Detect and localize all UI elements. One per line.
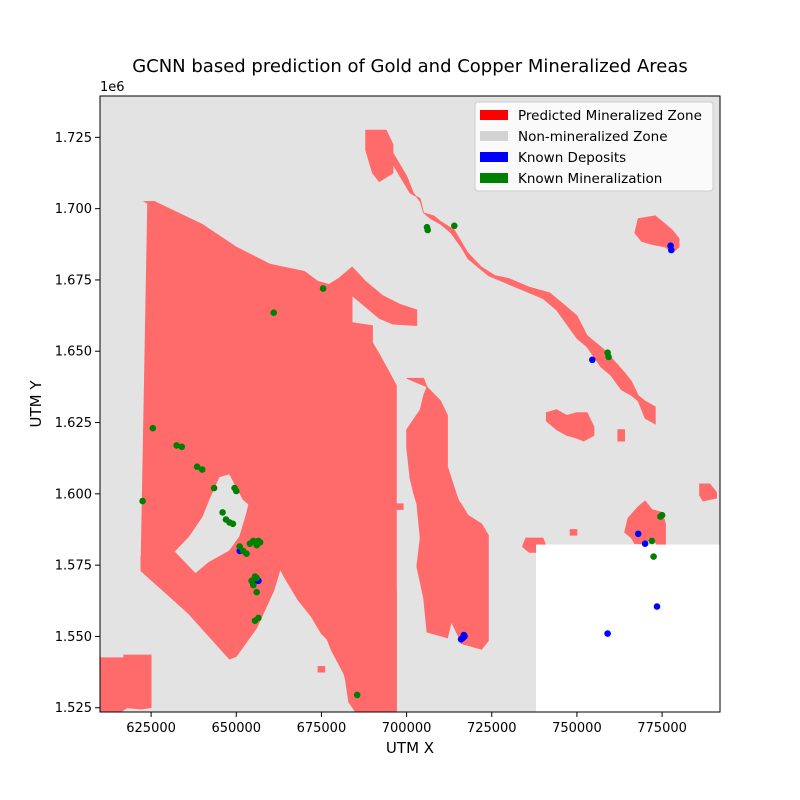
- y-tick-label: 1.625: [55, 416, 92, 431]
- known-mineralization-point: [270, 309, 278, 317]
- y-offset-label: 1e6: [100, 80, 125, 95]
- known-deposits-point: [653, 603, 661, 610]
- known-mineralization-point: [253, 588, 260, 596]
- predicted-zone-16: [634, 215, 680, 254]
- x-tick-label: 775000: [637, 721, 687, 736]
- y-tick-label: 1.575: [55, 559, 92, 574]
- known-mineralization-point: [193, 463, 201, 471]
- legend-box: [474, 101, 714, 192]
- known-mineralization-point: [251, 617, 259, 624]
- known-mineralization-point: [353, 691, 361, 699]
- x-axis: 625000 650000 675000 700000 725000 750000 7750…: [126, 712, 687, 736]
- known-mineralization-point: [451, 222, 458, 230]
- known-mineralization-point: [648, 537, 656, 545]
- y-tick-label: 1.550: [55, 630, 92, 645]
- known-mineralization-point: [198, 466, 206, 473]
- known-mineralization-point: [243, 550, 250, 557]
- known-mineralization-point: [424, 226, 432, 234]
- known-mineralization-point: [139, 497, 146, 505]
- known-deposits-point: [634, 530, 642, 538]
- legend-swatch-known-deposits: [480, 152, 508, 162]
- y-tick-label: 1.725: [55, 131, 92, 146]
- known-mineralization-point: [650, 553, 657, 560]
- known-mineralization-point: [178, 443, 186, 451]
- known-deposits-point: [604, 630, 611, 637]
- chart-title: GCNN based prediction of Gold and Copper…: [132, 56, 688, 77]
- known-deposits-point: [668, 246, 675, 254]
- x-axis-label: UTM X: [386, 739, 434, 757]
- legend-swatch-non-mineralized-zone: [480, 131, 508, 141]
- predicted-zone-22: [317, 666, 326, 673]
- y-tick-label: 1.700: [55, 202, 92, 217]
- x-tick-label: 725000: [467, 721, 517, 736]
- predicted-zone-5: [307, 266, 418, 339]
- predicted-zone-13: [545, 409, 595, 442]
- legend: Predicted Mineralized Zone Non-mineralize…: [474, 101, 714, 192]
- legend-label-known-mineralization: Known Mineralization: [518, 171, 662, 187]
- known-mineralization-point: [256, 539, 264, 546]
- predicted-zone-15: [610, 363, 619, 371]
- predicted-zone-10: [419, 465, 489, 650]
- x-tick-label: 625000: [126, 721, 176, 736]
- legend-swatch-predicted-mineralized-zone: [480, 110, 508, 120]
- predicted-zone-4: [142, 201, 309, 339]
- known-mineralization-point: [253, 574, 260, 582]
- x-tick-label: 650000: [211, 721, 261, 736]
- y-tick-label: 1.525: [55, 701, 92, 716]
- known-deposits-point: [641, 540, 649, 547]
- legend-label-known-deposits: Known Deposits: [518, 150, 626, 166]
- predicted-zone-17: [699, 483, 717, 502]
- predicted-zone-3: [140, 473, 299, 660]
- y-tick-label: 1.675: [55, 273, 92, 288]
- known-mineralization-point: [605, 353, 612, 361]
- known-mineralization-point: [658, 511, 666, 519]
- known-mineralization-point: [229, 520, 237, 528]
- y-tick-label: 1.600: [55, 487, 92, 502]
- known-mineralization-point: [210, 484, 218, 492]
- known-mineralization-point: [250, 581, 257, 589]
- predicted-zone-7: [290, 412, 373, 556]
- y-axis: 1.525 1.550 1.575 1.600 1.625 1.650 1.675 1.700…: [55, 131, 100, 716]
- predicted-zone-12: [378, 144, 656, 425]
- legend-label-predicted-mineralized-zone: Predicted Mineralized Zone: [518, 108, 702, 124]
- x-tick-label: 750000: [552, 721, 602, 736]
- known-mineralization-point: [233, 487, 240, 495]
- predicted-zone-8: [372, 437, 380, 459]
- known-mineralization-point: [319, 285, 327, 292]
- known-deposits-point: [460, 631, 468, 639]
- plot-frame: [99, 95, 721, 713]
- y-axis-label: UTM Y: [27, 380, 45, 428]
- known-mineralization-point: [149, 424, 157, 432]
- predicted-zone-20: [569, 529, 578, 536]
- known-deposits-point: [589, 356, 596, 364]
- plot-area: [99, 95, 721, 713]
- legend-swatch-known-mineralization: [480, 173, 508, 183]
- x-tick-label: 675000: [297, 721, 347, 736]
- no-data-region: [536, 544, 720, 712]
- data-points: [139, 222, 675, 699]
- predicted-zone-11: [365, 129, 394, 183]
- predicted-zone-1: [100, 654, 152, 712]
- known-mineralization-point: [173, 442, 180, 449]
- legend-label-non-mineralized-zone: Non-mineralized Zone: [518, 129, 668, 145]
- x-tick-label: 700000: [382, 721, 432, 736]
- known-mineralization-point: [219, 509, 226, 516]
- predicted-zone-14: [617, 429, 625, 442]
- predicted-zone-21: [395, 503, 404, 510]
- y-tick-label: 1.650: [55, 345, 92, 360]
- predicted-zones: [100, 129, 717, 712]
